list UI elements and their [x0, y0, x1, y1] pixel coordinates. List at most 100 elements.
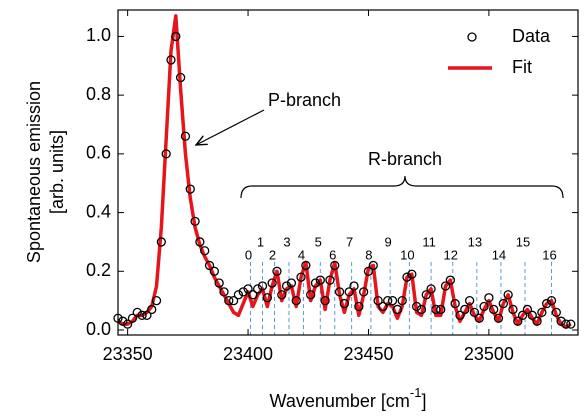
data-point — [272, 266, 282, 276]
data-point — [127, 313, 138, 323]
x-tick-label: 23350 — [103, 344, 153, 364]
y-tick-label: 0.6 — [86, 143, 111, 163]
data-point — [546, 296, 557, 306]
y-tick-label: 0.2 — [86, 260, 111, 280]
branch-number: 1 — [257, 234, 264, 249]
data-point — [171, 31, 181, 42]
data-point — [175, 72, 186, 83]
data-point — [281, 281, 292, 291]
branch-number: 11 — [422, 234, 436, 249]
data-point — [460, 304, 470, 315]
data-point — [257, 281, 268, 291]
branch-number: 2 — [269, 247, 276, 262]
data-point — [537, 307, 547, 318]
y-tick-label: 0.8 — [86, 84, 111, 104]
data-point — [513, 316, 523, 326]
data-point — [330, 260, 340, 271]
data-point — [301, 260, 311, 271]
data-point — [527, 310, 537, 320]
data-point — [291, 296, 301, 306]
data-point — [556, 316, 566, 326]
data-point — [455, 310, 465, 320]
data-point — [359, 287, 369, 297]
x-tick-label: 23500 — [464, 344, 514, 364]
data-point — [474, 313, 484, 323]
data-point — [397, 296, 407, 306]
data-point — [517, 310, 528, 320]
data-point — [411, 301, 422, 312]
r-branch-brace — [240, 175, 564, 199]
x-axis-label-end: ] — [421, 391, 426, 411]
branch-number: 10 — [400, 247, 414, 262]
data-point — [436, 304, 446, 315]
data-point — [195, 237, 205, 247]
data-point — [532, 316, 542, 326]
data-point — [368, 260, 378, 271]
data-point — [493, 313, 504, 323]
data-point — [522, 304, 533, 315]
data-point — [484, 293, 494, 303]
data-point — [450, 298, 460, 309]
data-point — [508, 304, 518, 315]
y-axis-label: Spontaneous emission [arb. units] — [24, 81, 67, 263]
x-tick-label: 23450 — [343, 344, 393, 364]
data-point — [253, 284, 263, 294]
data-point — [431, 304, 441, 315]
x-axis-label-text: Wavenumber [cm — [270, 391, 410, 411]
data-point — [310, 278, 321, 288]
y-tick-label: 0.0 — [86, 319, 111, 339]
data-point — [233, 290, 244, 300]
data-point — [166, 55, 176, 65]
data-point — [402, 272, 412, 282]
data-point — [440, 281, 451, 291]
data-point — [185, 184, 195, 194]
data-point — [180, 131, 191, 141]
data-point — [566, 319, 576, 329]
branch-number: 0 — [245, 247, 252, 262]
data-point — [238, 287, 248, 297]
data-point — [339, 298, 350, 309]
data-point — [161, 149, 171, 159]
data-point — [248, 290, 258, 300]
legend-label: Data — [512, 26, 551, 46]
data-point — [267, 278, 277, 288]
data-point — [315, 275, 325, 285]
data-point — [392, 304, 403, 315]
branch-number: 14 — [492, 247, 506, 262]
p-branch-arrow — [196, 109, 265, 145]
legend-swatch — [467, 32, 477, 42]
data-point — [551, 307, 561, 318]
data-point — [344, 287, 354, 297]
data-point — [286, 278, 297, 288]
data-point — [445, 275, 456, 285]
data-point — [542, 298, 552, 309]
data-point — [277, 290, 287, 300]
p-branch-label: P-branch — [268, 90, 341, 110]
data-point — [349, 281, 359, 291]
data-point — [262, 293, 272, 303]
data-point — [373, 296, 383, 306]
data-point — [204, 260, 215, 271]
data-point — [464, 296, 475, 306]
data-point — [219, 287, 229, 297]
legend-label: Fit — [512, 57, 532, 77]
data-point — [156, 237, 167, 247]
data-point — [200, 246, 210, 256]
data-point — [334, 287, 345, 297]
data-point — [387, 296, 398, 306]
data-point — [306, 290, 316, 300]
data-point — [320, 296, 330, 306]
data-point — [132, 307, 142, 318]
data-point — [325, 275, 335, 285]
data-point — [489, 304, 499, 315]
data-point — [296, 272, 306, 282]
branch-number: 15 — [516, 234, 530, 249]
r-branch-label: R-branch — [368, 149, 442, 169]
data-point — [561, 319, 571, 329]
data-point — [118, 316, 128, 326]
data-point — [383, 296, 393, 306]
data-point — [209, 266, 219, 276]
data-point — [378, 301, 388, 312]
data-point — [151, 296, 162, 306]
data-point — [228, 296, 239, 306]
